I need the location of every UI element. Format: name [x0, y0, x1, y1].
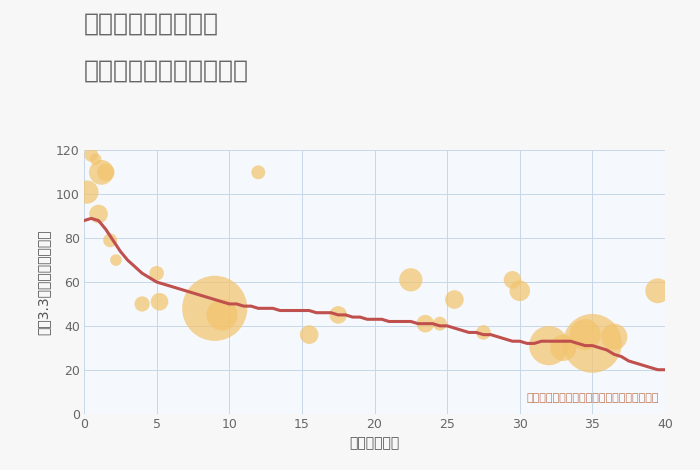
Point [216, 311, 228, 319]
Point [558, 344, 569, 352]
Point [209, 305, 220, 312]
Point [507, 276, 518, 283]
Point [253, 169, 264, 176]
Point [111, 256, 122, 264]
Point [514, 287, 525, 295]
Point [90, 156, 101, 163]
Point [100, 169, 111, 176]
Point [154, 298, 165, 306]
Point [96, 169, 107, 176]
Point [587, 340, 598, 347]
Point [85, 151, 97, 158]
Text: 円の大きさは、取引のあった物件面積を示す: 円の大きさは、取引のあった物件面積を示す [526, 393, 659, 403]
Point [93, 210, 104, 218]
Point [405, 276, 416, 283]
Point [434, 320, 445, 328]
Point [81, 188, 92, 196]
Point [652, 287, 664, 295]
Point [580, 331, 591, 338]
Point [478, 329, 489, 336]
Point [420, 320, 431, 328]
Point [104, 236, 116, 244]
Text: 築年数別中古戸建て価格: 築年数別中古戸建て価格 [84, 59, 249, 83]
Point [608, 333, 620, 341]
Point [543, 342, 554, 349]
X-axis label: 築年数（年）: 築年数（年） [349, 436, 400, 450]
Text: 三重県桑名市地蔵の: 三重県桑名市地蔵の [84, 12, 219, 36]
Point [136, 300, 148, 308]
Y-axis label: 坪（3.3㎡）単価（万円）: 坪（3.3㎡）単価（万円） [36, 229, 50, 335]
Point [304, 331, 315, 338]
Point [449, 296, 460, 303]
Point [151, 269, 162, 277]
Point [332, 311, 344, 319]
